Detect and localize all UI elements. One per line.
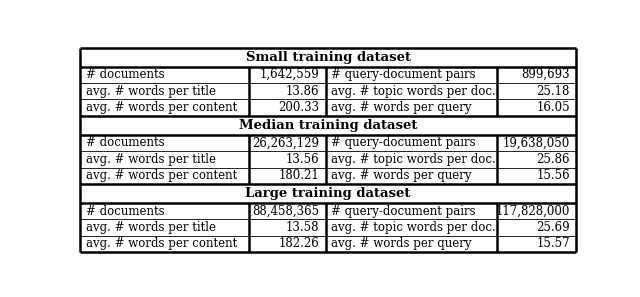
Text: 26,263,129: 26,263,129 [253, 136, 319, 149]
Text: 1,642,559: 1,642,559 [260, 68, 319, 81]
Text: 117,828,000: 117,828,000 [495, 205, 570, 217]
Text: 88,458,365: 88,458,365 [252, 205, 319, 217]
Text: 16.05: 16.05 [536, 101, 570, 114]
Text: avg. # topic words per doc.: avg. # topic words per doc. [332, 85, 496, 98]
Text: avg. # words per content: avg. # words per content [86, 238, 237, 250]
Text: Median training dataset: Median training dataset [239, 119, 417, 132]
Text: 200.33: 200.33 [278, 101, 319, 114]
Text: 19,638,050: 19,638,050 [503, 136, 570, 149]
Text: 13.58: 13.58 [286, 221, 319, 234]
Text: 25.86: 25.86 [536, 153, 570, 166]
Text: avg. # words per content: avg. # words per content [86, 169, 237, 182]
Text: avg. # words per title: avg. # words per title [86, 85, 216, 98]
Text: avg. # words per query: avg. # words per query [332, 169, 472, 182]
Text: 15.57: 15.57 [536, 238, 570, 250]
Text: avg. # words per content: avg. # words per content [86, 101, 237, 114]
Text: 15.56: 15.56 [536, 169, 570, 182]
Text: 180.21: 180.21 [279, 169, 319, 182]
Text: # documents: # documents [86, 136, 164, 149]
Text: Small training dataset: Small training dataset [246, 50, 410, 64]
Text: # documents: # documents [86, 68, 164, 81]
Text: avg. # topic words per doc.: avg. # topic words per doc. [332, 153, 496, 166]
Text: avg. # words per title: avg. # words per title [86, 221, 216, 234]
Text: # query-document pairs: # query-document pairs [332, 205, 476, 217]
Text: 899,693: 899,693 [522, 68, 570, 81]
Text: avg. # words per query: avg. # words per query [332, 238, 472, 250]
Text: avg. # words per title: avg. # words per title [86, 153, 216, 166]
Text: # documents: # documents [86, 205, 164, 217]
Text: Large training dataset: Large training dataset [245, 187, 411, 200]
Text: # query-document pairs: # query-document pairs [332, 136, 476, 149]
Text: # query-document pairs: # query-document pairs [332, 68, 476, 81]
Text: 25.69: 25.69 [536, 221, 570, 234]
Text: 13.56: 13.56 [286, 153, 319, 166]
Text: avg. # words per query: avg. # words per query [332, 101, 472, 114]
Text: 25.18: 25.18 [537, 85, 570, 98]
Text: 182.26: 182.26 [279, 238, 319, 250]
Text: avg. # topic words per doc.: avg. # topic words per doc. [332, 221, 496, 234]
Text: 13.86: 13.86 [286, 85, 319, 98]
